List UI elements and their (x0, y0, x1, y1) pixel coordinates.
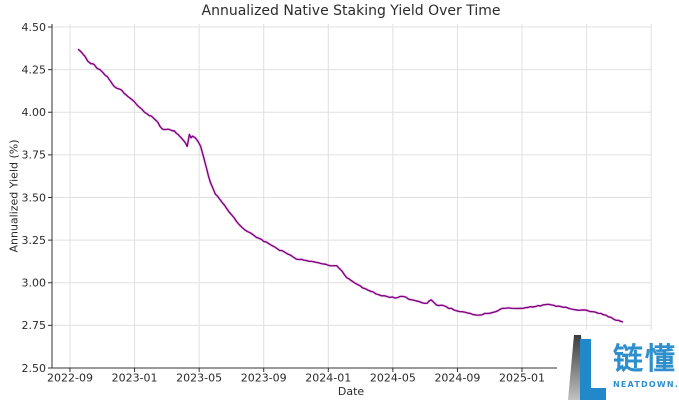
x-tick-label: 2023-05 (176, 372, 222, 385)
y-axis-label: Annualized Yield (%) (7, 139, 21, 253)
brand-name: 链懂 (613, 342, 677, 377)
y-tick-label: 4.00 (22, 106, 47, 119)
x-tick-label: 2023-01 (112, 372, 158, 385)
y-tick-label: 3.75 (22, 149, 47, 162)
x-tick-label: 2025-01 (499, 372, 545, 385)
brand-domain: NEATDOWN.COM (613, 380, 679, 389)
y-tick-label: 3.50 (22, 191, 47, 204)
y-tick-label: 4.50 (22, 21, 47, 34)
y-tick-label: 4.25 (22, 63, 47, 76)
logo-l-foot (580, 388, 606, 400)
y-tick-label: 3.25 (22, 234, 47, 247)
y-tick-label: 2.75 (22, 319, 47, 332)
y-tick-label: 3.00 (22, 277, 47, 290)
yield-line (77, 48, 624, 323)
yield-line-glow (77, 48, 624, 324)
chart-title: Annualized Native Staking Yield Over Tim… (201, 3, 501, 19)
x-tick-label: 2024-05 (370, 372, 416, 385)
x-axis-label: Date (337, 385, 365, 398)
x-tick-label: 2024-09 (434, 372, 480, 385)
y-tick-label: 2.50 (22, 362, 47, 375)
neatdown-logo-icon (568, 335, 606, 400)
watermark-logo: 链懂 NEATDOWN.COM (557, 330, 679, 405)
x-tick-label: 2023-09 (241, 372, 287, 385)
x-tick-label: 2024-01 (305, 372, 351, 385)
x-tick-label: 2022-09 (47, 372, 93, 385)
logo-l-vertical (580, 339, 591, 400)
